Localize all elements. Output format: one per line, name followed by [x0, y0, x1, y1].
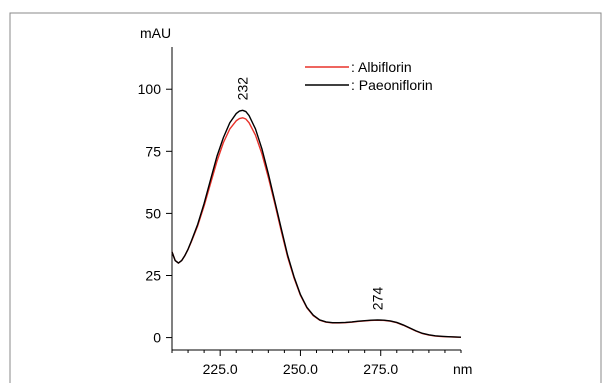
y-tick-label: 100 — [138, 81, 162, 97]
y-tick-label: 50 — [145, 205, 161, 221]
y-tick-label: 75 — [145, 143, 161, 159]
figure-frame — [9, 12, 602, 383]
series-line-1 — [171, 117, 462, 339]
y-tick-label: 25 — [145, 267, 161, 283]
x-tick-label: 225.0 — [203, 361, 238, 377]
peak-annotations: 232 274 — [235, 77, 386, 310]
ticks: 0 25 50 75 100 225.0 250.0 275.0 — [138, 81, 462, 377]
legend-label-1: : Albiflorin — [351, 59, 412, 75]
x-unit-label: nm — [453, 361, 472, 377]
legend: : Albiflorin : Paeoniflorin — [305, 59, 433, 93]
peak-label: 274 — [370, 287, 386, 311]
peak-label: 232 — [235, 77, 251, 101]
series-layer — [171, 109, 462, 339]
x-tick-label: 250.0 — [283, 361, 318, 377]
y-unit-label: mAU — [140, 25, 171, 41]
y-tick-label: 0 — [153, 330, 161, 346]
x-tick-label: 275.0 — [363, 361, 398, 377]
series-line-2 — [171, 109, 462, 338]
legend-label-2: : Paeoniflorin — [351, 77, 433, 93]
